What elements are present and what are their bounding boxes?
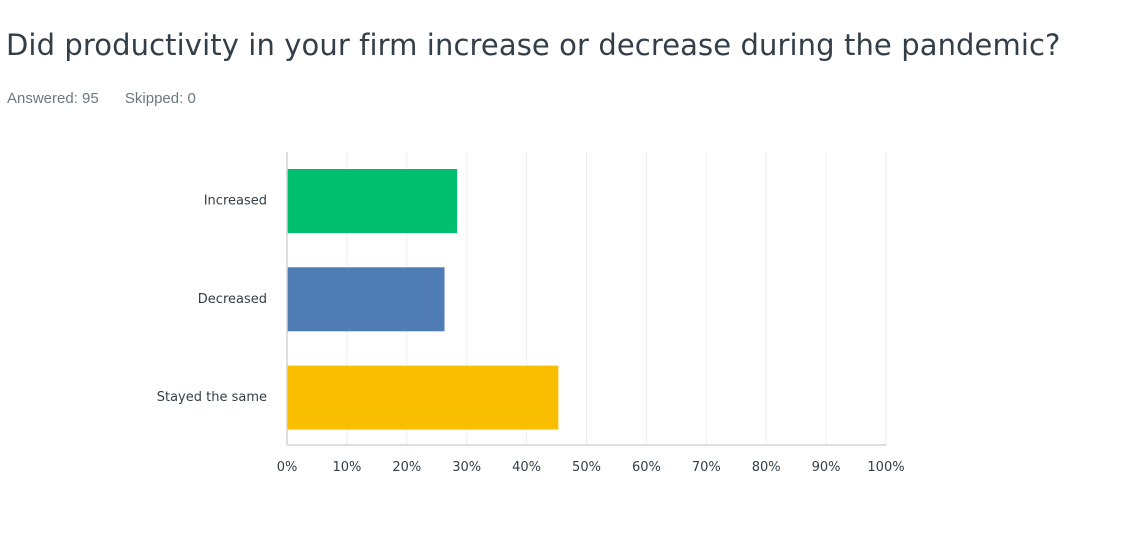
x-tick-label: 80% — [752, 460, 781, 475]
x-tick-label: 0% — [277, 460, 298, 475]
skipped-count: Skipped: 0 — [124, 90, 196, 107]
x-tick-label: 70% — [692, 460, 721, 475]
category-label: Increased — [204, 194, 267, 209]
x-tick-label: 40% — [512, 460, 541, 475]
x-tick-label: 50% — [572, 460, 601, 475]
x-tick-label: 10% — [332, 460, 361, 475]
bar-stayed-the-same — [287, 365, 559, 430]
x-tick-label: 90% — [812, 460, 841, 475]
x-tick-label: 100% — [867, 460, 904, 475]
bar-decreased — [287, 267, 445, 332]
x-tick-label: 30% — [452, 460, 481, 475]
question-title: Did productivity in your firm increase o… — [6, 28, 1061, 62]
bar-increased — [287, 169, 458, 233]
answered-count: Answered: 95 — [7, 90, 99, 107]
response-stats: Answered: 95 Skipped: 0 — [7, 90, 196, 107]
x-tick-label: 60% — [632, 460, 661, 475]
category-label: Decreased — [198, 292, 267, 307]
category-label: Stayed the same — [157, 390, 267, 405]
x-tick-label: 20% — [392, 460, 421, 475]
